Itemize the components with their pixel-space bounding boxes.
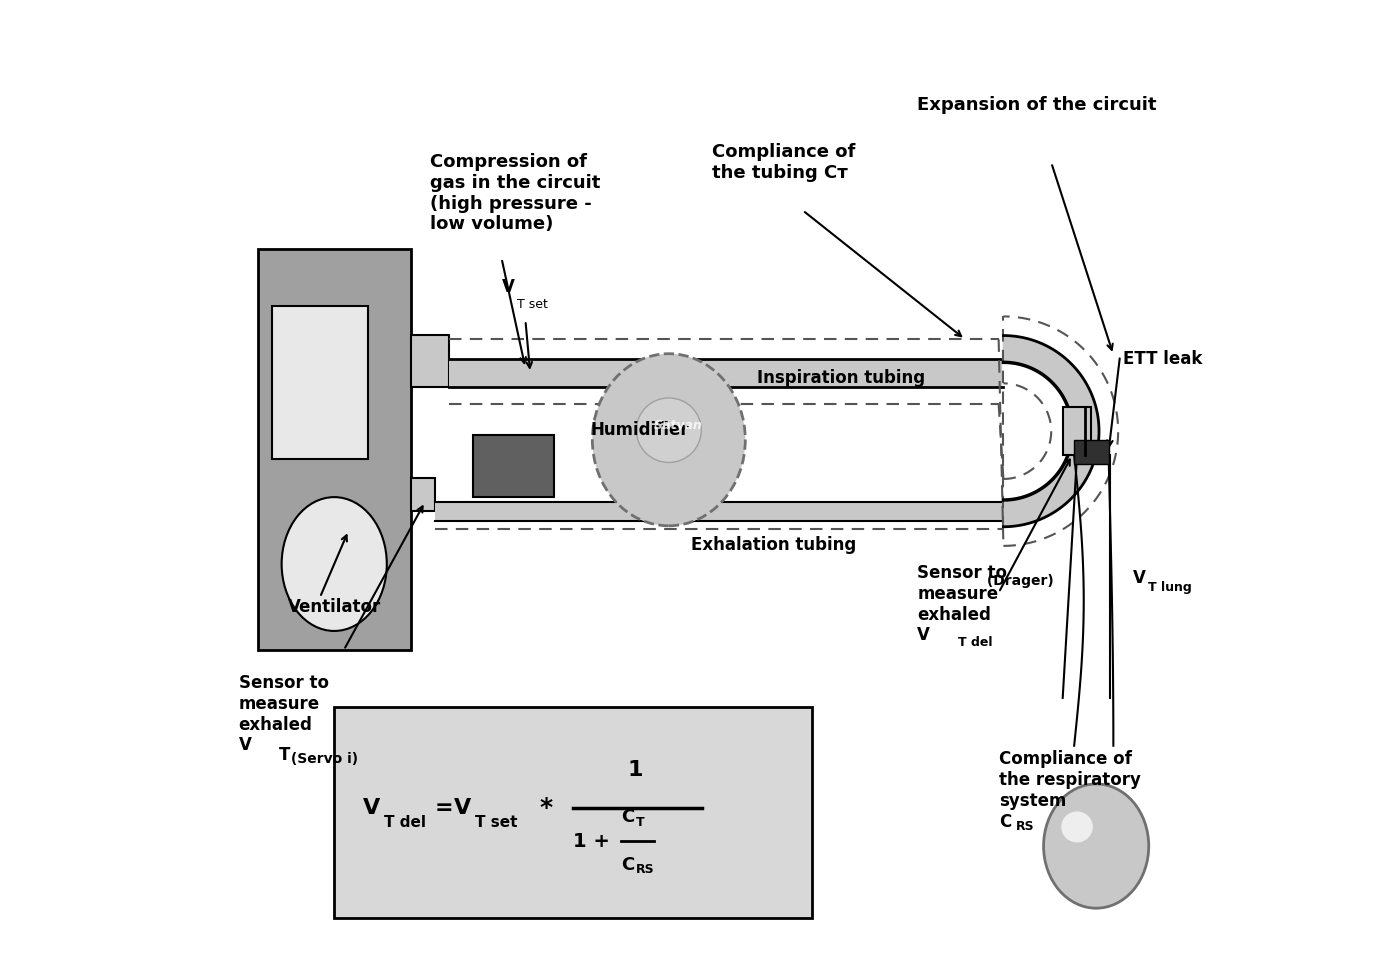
Text: T: T <box>279 746 290 764</box>
Text: (Servo i): (Servo i) <box>286 752 359 767</box>
Text: (Drager): (Drager) <box>982 574 1055 588</box>
Text: T del: T del <box>957 636 992 649</box>
Text: V: V <box>453 798 472 817</box>
Bar <box>449 358 1003 387</box>
Text: Sensor to
measure
exhaled
V: Sensor to measure exhaled V <box>239 674 329 754</box>
Text: C: C <box>999 813 1011 831</box>
Text: T del: T del <box>384 815 425 830</box>
Text: Compression of
gas in the circuit
(high pressure -
low volume): Compression of gas in the circuit (high … <box>430 153 600 233</box>
Text: V: V <box>1133 570 1145 587</box>
Text: Satyan: Satyan <box>654 419 703 432</box>
Text: Sensor to
measure
exhaled
V: Sensor to measure exhaled V <box>918 564 1007 644</box>
Bar <box>473 435 554 497</box>
Bar <box>1074 440 1109 464</box>
Text: Ventilator: Ventilator <box>287 598 381 616</box>
Text: Exhalation tubing: Exhalation tubing <box>692 536 857 554</box>
Text: Compliance of
the tubing Cᴛ: Compliance of the tubing Cᴛ <box>711 143 855 183</box>
Ellipse shape <box>636 398 702 463</box>
Text: T: T <box>636 815 644 829</box>
Text: 1 +: 1 + <box>573 832 617 851</box>
Text: C: C <box>621 857 635 874</box>
Text: RS: RS <box>636 863 654 877</box>
Ellipse shape <box>593 354 745 526</box>
Text: Inspiration tubing: Inspiration tubing <box>757 369 925 386</box>
Text: V: V <box>363 798 381 817</box>
Polygon shape <box>1003 362 1073 500</box>
Bar <box>258 249 410 650</box>
Text: T set: T set <box>516 297 548 311</box>
Text: Humidifier: Humidifier <box>591 421 689 439</box>
Text: =: = <box>435 798 460 817</box>
Text: C: C <box>621 809 635 826</box>
Bar <box>1063 407 1091 455</box>
Bar <box>272 306 368 459</box>
Text: V: V <box>502 278 515 296</box>
Polygon shape <box>1003 336 1099 527</box>
Text: Expansion of the circuit: Expansion of the circuit <box>918 96 1156 114</box>
Bar <box>410 335 449 387</box>
Text: ETT leak: ETT leak <box>1123 350 1202 367</box>
Text: T lung: T lung <box>1148 581 1191 595</box>
Text: RS: RS <box>1016 820 1035 834</box>
Bar <box>410 478 435 511</box>
Text: 1: 1 <box>628 760 643 779</box>
FancyBboxPatch shape <box>335 707 812 918</box>
Ellipse shape <box>1062 812 1092 842</box>
Ellipse shape <box>1043 784 1148 908</box>
Ellipse shape <box>282 497 386 631</box>
Text: *: * <box>540 795 552 820</box>
Text: Compliance of
the respiratory
system: Compliance of the respiratory system <box>999 750 1141 810</box>
Text: T set: T set <box>474 815 518 830</box>
Bar <box>435 502 1003 521</box>
